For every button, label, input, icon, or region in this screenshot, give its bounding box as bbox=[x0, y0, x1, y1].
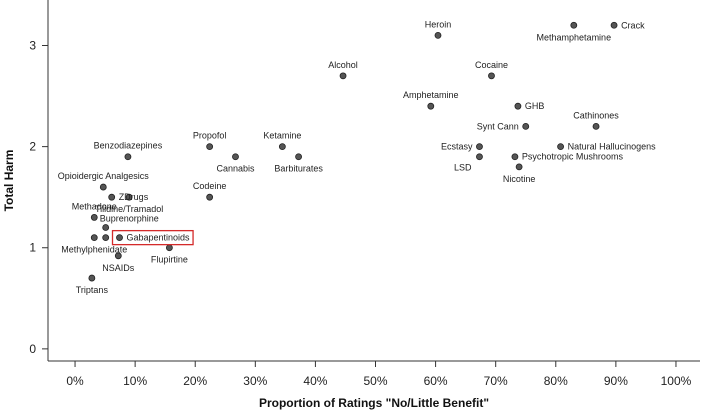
data-point bbox=[90, 214, 98, 221]
data-point bbox=[557, 143, 564, 151]
data-point bbox=[339, 72, 347, 80]
point-label: Cathinones bbox=[573, 110, 619, 120]
y-tick-label: 1 bbox=[29, 241, 36, 255]
data-point bbox=[295, 153, 302, 161]
point-label: Natural Hallucinogens bbox=[568, 142, 657, 152]
point-label: Alcohol bbox=[328, 60, 358, 70]
highlight-box bbox=[111, 229, 194, 246]
data-point bbox=[88, 274, 96, 282]
point-label: Methylphenidate bbox=[61, 245, 127, 255]
data-point bbox=[108, 193, 116, 201]
point-labels: Heroin Methamphetamine Crack Alcohol Cocaine… bbox=[58, 19, 656, 295]
data-point bbox=[125, 193, 133, 201]
data-point bbox=[99, 183, 107, 191]
point-label: Ketamine bbox=[263, 131, 301, 141]
x-tick-label: 60% bbox=[424, 374, 448, 388]
data-point bbox=[511, 153, 519, 161]
data-point bbox=[610, 21, 618, 29]
y-tick-label: 3 bbox=[29, 39, 36, 53]
point-label: Codeine bbox=[193, 181, 227, 191]
point-label: Gabapentinoids bbox=[127, 233, 191, 243]
x-tick-label: 100% bbox=[661, 374, 692, 388]
data-point bbox=[206, 143, 214, 151]
point-label: Crack bbox=[621, 20, 645, 30]
point-label: Benzodiazepines bbox=[94, 141, 163, 151]
x-tick-label: 10% bbox=[123, 374, 147, 388]
ticks: 0% 10% 20% 30% 40% 50% 60% 70% 80% 90% 100% 0 1 2 3 bbox=[29, 39, 691, 388]
data-point bbox=[232, 153, 239, 161]
y-tick-label: 2 bbox=[29, 140, 36, 154]
point-label: Propofol bbox=[193, 131, 227, 141]
point-label: Tilidine/Tramadol bbox=[95, 204, 163, 214]
data-point bbox=[570, 21, 578, 29]
x-tick-label: 40% bbox=[303, 374, 327, 388]
point-label: Triptans bbox=[76, 285, 109, 295]
x-tick-label: 90% bbox=[604, 374, 628, 388]
data-point bbox=[522, 123, 530, 130]
data-point bbox=[476, 153, 483, 161]
data-point bbox=[476, 143, 483, 151]
y-tick-label: 0 bbox=[29, 342, 36, 356]
data-point bbox=[434, 31, 442, 39]
point-label: Ecstasy bbox=[441, 142, 473, 152]
point-label: ZDrugs bbox=[119, 192, 149, 202]
data-points bbox=[88, 21, 618, 282]
x-tick-label: 80% bbox=[544, 374, 568, 388]
data-point bbox=[114, 252, 122, 260]
point-label: Flupirtine bbox=[151, 255, 188, 265]
y-axis-title: Total Harm bbox=[2, 150, 16, 212]
data-point bbox=[124, 153, 132, 161]
data-point bbox=[427, 102, 435, 110]
data-point bbox=[90, 234, 98, 242]
point-label: LSD bbox=[454, 163, 472, 173]
data-point bbox=[592, 123, 600, 130]
x-axis-title: Proportion of Ratings "No/Little Benefit… bbox=[259, 396, 489, 410]
point-label: Amphetamine bbox=[403, 90, 459, 100]
point-label: Methadone bbox=[72, 201, 117, 211]
data-point bbox=[514, 102, 522, 110]
data-point bbox=[102, 224, 110, 231]
data-point bbox=[278, 143, 286, 151]
point-label: Nicotine bbox=[503, 174, 536, 184]
data-point bbox=[165, 244, 173, 252]
point-label: Methamphetamine bbox=[537, 32, 612, 42]
point-label: Synt Cann bbox=[477, 121, 519, 131]
point-label: GHB bbox=[525, 101, 545, 111]
point-label: Opioidergic Analgesics bbox=[58, 171, 150, 181]
x-tick-label: 70% bbox=[484, 374, 508, 388]
data-point bbox=[206, 193, 214, 201]
point-label: NSAIDs bbox=[102, 263, 135, 273]
point-label: Barbiturates bbox=[274, 164, 323, 174]
data-point bbox=[488, 72, 495, 80]
axes bbox=[47, 0, 700, 362]
data-point bbox=[515, 163, 523, 171]
point-label: Psychotropic Mushrooms bbox=[522, 152, 624, 162]
data-point bbox=[102, 234, 110, 242]
x-tick-label: 0% bbox=[66, 374, 84, 388]
x-tick-label: 20% bbox=[183, 374, 207, 388]
data-point bbox=[116, 234, 123, 242]
point-label: Heroin bbox=[425, 19, 452, 29]
x-tick-label: 50% bbox=[363, 374, 387, 388]
point-label: Cocaine bbox=[475, 60, 508, 70]
point-label: Buprenorphine bbox=[100, 214, 159, 224]
point-label: Cannabis bbox=[216, 164, 255, 174]
x-tick-label: 30% bbox=[243, 374, 267, 388]
